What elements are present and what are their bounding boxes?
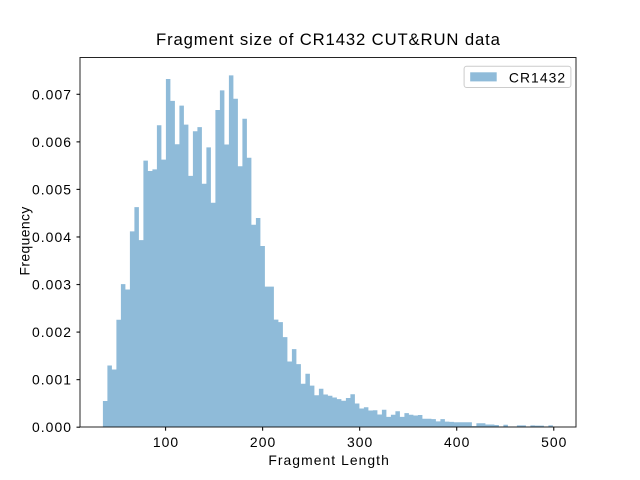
- svg-text:100: 100: [153, 434, 179, 450]
- svg-text:0.000: 0.000: [32, 419, 72, 435]
- svg-text:0.004: 0.004: [32, 229, 72, 245]
- svg-text:Fragment Length: Fragment Length: [268, 452, 390, 468]
- svg-text:0.007: 0.007: [32, 86, 72, 102]
- svg-text:200: 200: [250, 434, 276, 450]
- svg-text:0.003: 0.003: [32, 277, 72, 293]
- svg-text:300: 300: [347, 434, 373, 450]
- svg-text:0.002: 0.002: [32, 324, 72, 340]
- svg-text:0.001: 0.001: [32, 372, 72, 388]
- svg-text:0.005: 0.005: [32, 181, 72, 197]
- svg-text:Fragment size of CR1432 CUT&RU: Fragment size of CR1432 CUT&RUN data: [156, 30, 501, 49]
- svg-text:CR1432: CR1432: [509, 70, 566, 86]
- svg-text:Frequency: Frequency: [17, 206, 33, 275]
- svg-text:500: 500: [541, 434, 567, 450]
- svg-text:0.006: 0.006: [32, 134, 72, 150]
- svg-text:400: 400: [444, 434, 470, 450]
